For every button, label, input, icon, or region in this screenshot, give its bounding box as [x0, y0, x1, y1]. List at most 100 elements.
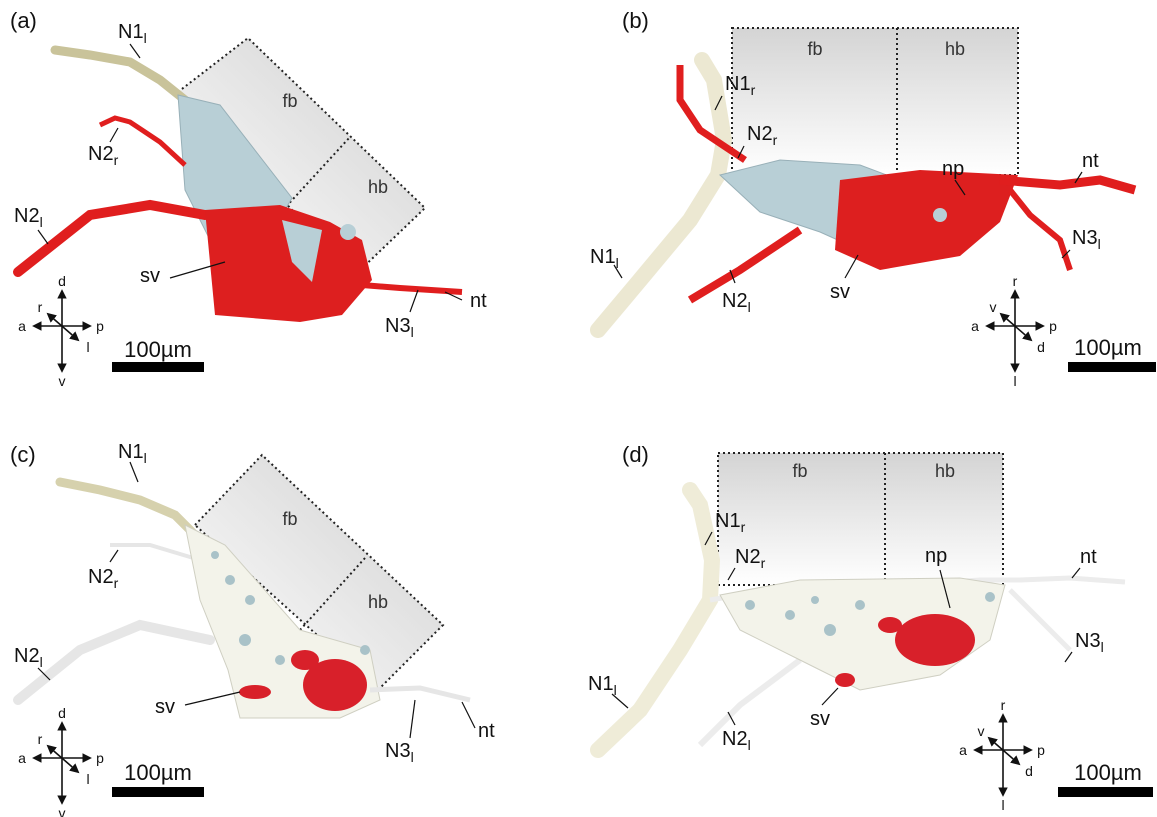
annotation-subscript: r [761, 555, 766, 571]
annotation-text: N2 [747, 123, 773, 145]
axis-label: a [971, 318, 979, 334]
scale-bar [112, 362, 204, 372]
panel-a-render [18, 38, 462, 322]
region-label: fb [792, 461, 807, 481]
annotation: N3l [1072, 227, 1101, 252]
annotation-subscript: l [144, 30, 147, 46]
axis-label: a [18, 750, 26, 766]
panel-label: (c) [10, 442, 36, 467]
region-label: hb [368, 592, 388, 612]
leader-line [462, 702, 475, 728]
axis-label: v [59, 373, 66, 389]
axis-label: d [1037, 339, 1045, 355]
annotation-subscript: l [1101, 639, 1104, 655]
axis-label: p [96, 318, 104, 334]
annotation-text: sv [155, 696, 175, 718]
axis-label: a [959, 742, 967, 758]
annotation: N2r [88, 566, 119, 591]
annotation: N1l [118, 441, 147, 466]
leader-line [410, 290, 418, 312]
leader-line [110, 550, 118, 562]
annotation-subscript: l [411, 324, 414, 340]
axis-label: l [1001, 797, 1004, 813]
leader-line [38, 230, 48, 244]
annotation-text: N2 [14, 645, 40, 667]
axis-label: p [1037, 742, 1045, 758]
axis-arrow [48, 746, 78, 772]
annotation-text: nt [478, 720, 495, 742]
scale-label: 100µm [1074, 760, 1142, 785]
annotation-subscript: l [748, 299, 751, 315]
leader-line [130, 44, 140, 58]
annotation-text: N3 [385, 740, 411, 762]
annotation: nt [478, 720, 495, 742]
annotation-text: N1 [118, 21, 144, 43]
axis-label: r [1013, 273, 1018, 289]
annotation-subscript: l [144, 450, 147, 466]
annotation-text: N3 [385, 315, 411, 337]
annotation: sv [830, 281, 850, 303]
axis-label: r [38, 299, 43, 315]
axis-label: l [86, 339, 89, 355]
leader-line [845, 255, 858, 278]
annotation-text: N2 [735, 546, 761, 568]
annotation-subscript: l [616, 255, 619, 271]
axis-label: d [1025, 763, 1033, 779]
annotation: N2l [722, 290, 751, 315]
annotation-text: N2 [88, 566, 114, 588]
panel-label: (a) [10, 8, 37, 33]
leader-line [1065, 652, 1072, 662]
region-label: hb [368, 177, 388, 197]
leader-line [110, 128, 118, 142]
region-label: hb [935, 461, 955, 481]
panel-label: (d) [622, 442, 649, 467]
annotation-text: N1 [588, 673, 614, 695]
annotation-text: N1 [715, 510, 741, 532]
annotation-text: N2 [722, 290, 748, 312]
annotation: np [942, 158, 964, 180]
scale-label: 100µm [124, 760, 192, 785]
annotation-text: N1 [725, 73, 751, 95]
annotation: nt [1082, 150, 1099, 172]
annotation-text: np [942, 158, 964, 180]
annotation-text: nt [470, 290, 487, 312]
leader-line [822, 688, 838, 705]
annotation-subscript: l [40, 214, 43, 230]
axis-label: v [990, 299, 997, 315]
region-label: hb [945, 39, 965, 59]
annotation: N2l [722, 728, 751, 753]
annotation: N1l [590, 246, 619, 271]
annotation-text: N1 [590, 246, 616, 268]
figure: (a)fbhbN1lN2rN2lsvN3lntdvaprl100µm(b)fbh… [0, 0, 1157, 817]
axis-label: d [58, 705, 66, 721]
axis-arrow [48, 314, 78, 340]
axis-label: r [1001, 697, 1006, 713]
leader-line [185, 692, 240, 705]
annotation: N3l [385, 315, 414, 340]
annotation-text: sv [810, 708, 830, 730]
region-label: fb [282, 91, 297, 111]
axis-label: d [58, 273, 66, 289]
annotation-text: np [925, 545, 947, 567]
axis-arrow [1001, 314, 1031, 340]
annotation: sv [140, 265, 160, 287]
region-label: fb [282, 509, 297, 529]
annotation-text: N3 [1075, 630, 1101, 652]
annotation-text: nt [1082, 150, 1099, 172]
annotation-subscript: l [748, 737, 751, 753]
leader-line [410, 700, 415, 738]
annotation: sv [810, 708, 830, 730]
axis-label: a [18, 318, 26, 334]
annotation-subscript: l [614, 682, 617, 698]
scale-bar [112, 787, 204, 797]
panel-c-render [18, 455, 470, 718]
annotation-text: nt [1080, 546, 1097, 568]
panel-b-render [598, 28, 1135, 330]
annotation: N1l [588, 673, 617, 698]
axis-label: p [1049, 318, 1057, 334]
annotation: N1l [118, 21, 147, 46]
annotation-text: N3 [1072, 227, 1098, 249]
axis-label: l [1013, 373, 1016, 389]
annotation-subscript: r [751, 82, 756, 98]
annotation-text: N2 [722, 728, 748, 750]
